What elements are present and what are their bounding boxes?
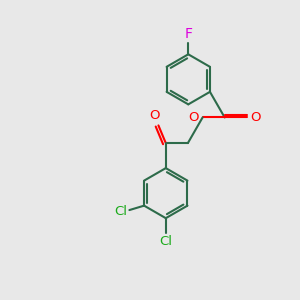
Text: F: F bbox=[184, 27, 192, 41]
Text: Cl: Cl bbox=[159, 235, 172, 248]
Text: O: O bbox=[250, 111, 261, 124]
Text: Cl: Cl bbox=[114, 205, 127, 218]
Text: O: O bbox=[149, 109, 159, 122]
Text: O: O bbox=[189, 111, 199, 124]
